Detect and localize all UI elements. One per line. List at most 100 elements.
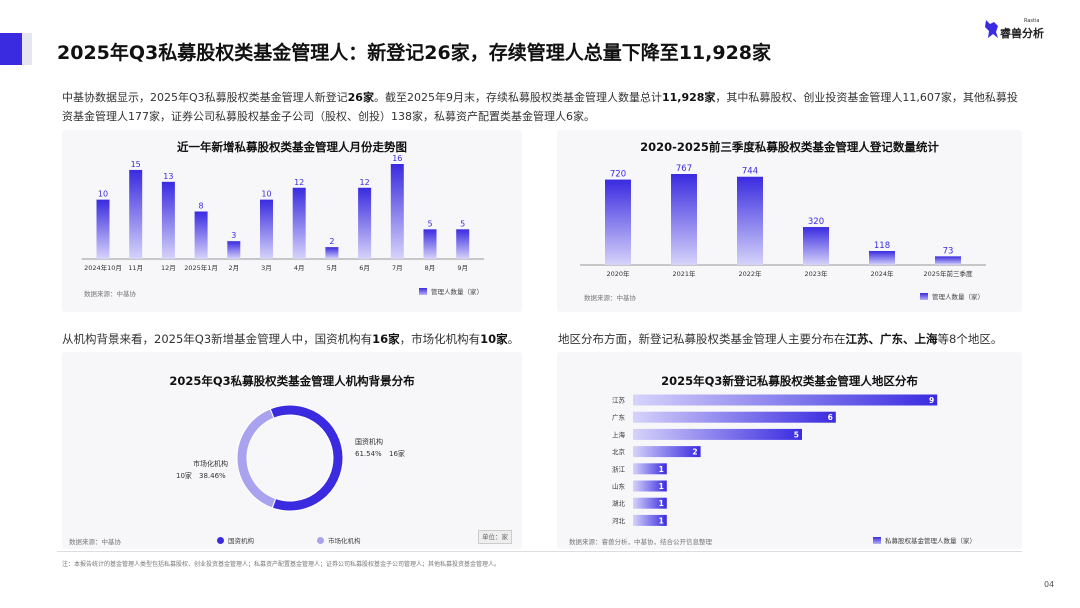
tick-label: 12月 — [161, 264, 176, 272]
yearly-chart-panel: 2020-2025前三季度私募股权类基金管理人登记数量统计 720 2020年 76… — [557, 130, 1022, 312]
chart-source: 数据来源：中基协 — [84, 290, 136, 298]
bar — [292, 187, 306, 259]
chart-source: 数据来源：睿兽分析，中基协，结合公开信息整理 — [569, 538, 712, 546]
data-label: 9 — [929, 396, 934, 405]
background-pie-panel: 2025年Q3私募股权类基金管理人机构背景分布 国资机构 61.54% 16家 市场化… — [62, 352, 522, 549]
legend-label: 管理人数量（家） — [431, 288, 483, 296]
data-label: 1 — [659, 516, 664, 525]
bar — [161, 181, 175, 259]
slice-label: 国资机构 — [355, 437, 383, 446]
category-label: 北京 — [612, 447, 626, 456]
bar — [129, 169, 143, 259]
tick-label: 6月 — [359, 264, 370, 272]
legend-swatch — [419, 287, 427, 295]
slice-count: 16家 — [389, 449, 405, 458]
bar — [737, 176, 763, 265]
donut-slice — [269, 404, 344, 512]
chart-title: 2025年Q3私募股权类基金管理人机构背景分布 — [169, 374, 415, 388]
data-label: 1 — [659, 482, 664, 491]
legend-swatch — [920, 292, 928, 300]
data-label: 3 — [231, 231, 236, 240]
bar — [633, 411, 836, 423]
legend-label: 市场化机构 — [328, 537, 361, 545]
category-label: 湖北 — [612, 499, 626, 508]
data-label: 12 — [294, 178, 304, 187]
bar — [605, 179, 631, 265]
tick-label: 2023年 — [804, 269, 828, 278]
divider — [57, 551, 1022, 552]
region-bar-chart: 9 江苏 6 广东 5 上海 2 北京 1 浙江 1 山东 1 湖北 1 河北 — [612, 394, 938, 526]
tick-label: 2025年1月 — [184, 263, 218, 272]
summary-text: 地区分布方面，新登记私募股权类基金管理人主要分布在 — [558, 332, 846, 346]
monthly-chart-panel: 近一年新增私募股权类基金管理人月份走势图 10 2024年10月 15 11月 13 12… — [62, 130, 522, 312]
bar — [194, 211, 208, 259]
bar — [869, 251, 895, 265]
background-summary: 从机构背景来看，2025年Q3新增基金管理人中，国资机构有16家，市场化机构有1… — [62, 331, 519, 347]
bar — [423, 229, 437, 259]
data-label: 720 — [610, 170, 626, 180]
data-label: 5 — [427, 219, 432, 228]
summary-highlight: 江苏、广东、上海 — [845, 332, 938, 346]
data-label: 5 — [794, 430, 799, 439]
legend-dot — [317, 536, 324, 544]
tick-label: 2022年 — [738, 269, 762, 278]
chart-source: 数据来源：中基协 — [584, 294, 636, 302]
bar — [456, 229, 470, 259]
data-label: 1 — [659, 499, 664, 508]
bar — [633, 428, 802, 440]
bar — [633, 480, 667, 492]
tick-label: 3月 — [261, 264, 272, 272]
yearly-bar-chart: 720 2020年 767 2021年 744 2022年 320 2023年 118 2024年… — [580, 164, 986, 278]
category-label: 浙江 — [612, 464, 626, 473]
legend-item-state: 国资机构 — [217, 535, 254, 545]
bar — [935, 256, 961, 265]
data-label: 10 — [261, 190, 271, 199]
bar — [260, 199, 273, 259]
slice-count: 10家 — [176, 471, 192, 480]
data-label: 5 — [460, 219, 465, 228]
summary-highlight: 16家 — [372, 332, 400, 346]
bar — [803, 227, 829, 265]
summary-highlight: 10家 — [480, 332, 508, 346]
legend-swatch — [873, 536, 881, 544]
title-accent-bar — [0, 33, 22, 65]
data-label: 1 — [659, 465, 664, 474]
tick-label: 2月 — [228, 264, 239, 272]
bar — [633, 514, 667, 526]
footnote: 注：本报告统计的基金管理人类型包括私募股权、创业投资基金管理人；私募资产配置基金… — [62, 561, 501, 568]
tick-label: 7月 — [392, 264, 403, 272]
logo-text: 睿兽分析 — [1000, 27, 1044, 40]
summary-text: 。 — [507, 332, 520, 346]
tick-label: 11月 — [128, 264, 143, 272]
chart-legend: 私募股权基金管理人数量（家） — [873, 535, 976, 545]
donut-slice — [236, 408, 277, 509]
chart-legend: 管理人数量（家） — [920, 291, 984, 301]
data-label: 10 — [98, 190, 108, 199]
title-accent-bar-shadow — [22, 33, 32, 65]
chart-source: 数据来源：中基协 — [69, 538, 121, 546]
category-label: 广东 — [612, 413, 626, 422]
logo: Rastia 睿兽分析 — [984, 18, 1044, 44]
data-label: 744 — [742, 167, 758, 177]
tick-label: 8月 — [425, 264, 436, 272]
legend-label: 国资机构 — [228, 537, 254, 545]
intro-highlight: 11,928家 — [661, 91, 716, 104]
bar — [325, 247, 339, 259]
bar — [633, 463, 667, 475]
tick-label: 4月 — [294, 264, 305, 272]
bar — [633, 497, 667, 509]
chart-legend: 管理人数量（家） — [419, 286, 483, 296]
category-label: 江苏 — [612, 396, 626, 405]
page-title: 2025年Q3私募股权类基金管理人：新登记26家，存续管理人总量下降至11,92… — [57, 42, 772, 64]
logo-small-text: Rastia — [1024, 18, 1040, 24]
unit-badge: 单位：家 — [478, 530, 512, 544]
data-label: 15 — [131, 160, 141, 169]
data-label: 118 — [874, 241, 890, 251]
data-label: 12 — [360, 178, 370, 187]
data-label: 767 — [676, 164, 692, 174]
summary-text: ，市场化机构有 — [399, 332, 481, 346]
bar — [358, 187, 372, 259]
category-label: 河北 — [612, 517, 626, 525]
bar — [96, 199, 110, 259]
